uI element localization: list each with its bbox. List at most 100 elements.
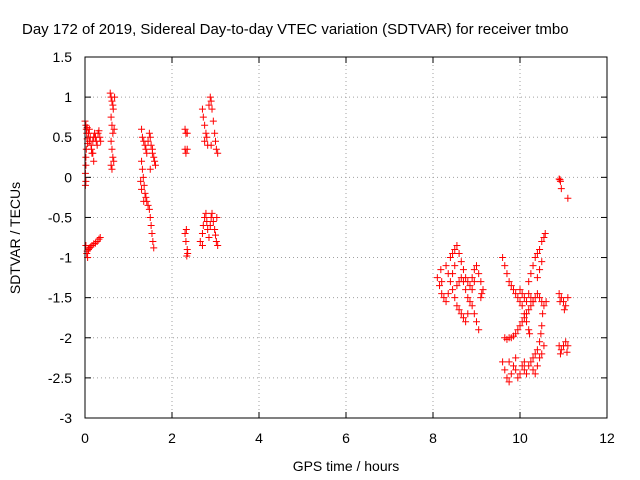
data-point bbox=[562, 338, 570, 346]
data-point bbox=[478, 290, 486, 298]
data-point bbox=[437, 266, 445, 274]
data-point bbox=[201, 213, 209, 221]
chart-title: Day 172 of 2019, Sidereal Day-to-day VTE… bbox=[22, 21, 569, 38]
data-point bbox=[533, 274, 541, 282]
data-point bbox=[542, 298, 550, 306]
data-point bbox=[151, 157, 159, 165]
data-point bbox=[84, 129, 92, 137]
data-point bbox=[479, 286, 487, 294]
data-point bbox=[523, 298, 531, 306]
data-point bbox=[525, 362, 533, 370]
data-point bbox=[525, 306, 533, 314]
data-point bbox=[82, 153, 90, 161]
data-point bbox=[529, 366, 537, 374]
data-point bbox=[462, 286, 470, 294]
data-point bbox=[214, 149, 222, 157]
data-point bbox=[523, 370, 531, 378]
x-tick-label: 0 bbox=[81, 430, 89, 446]
data-point bbox=[110, 125, 118, 133]
data-point bbox=[108, 97, 116, 105]
data-point bbox=[477, 278, 485, 286]
data-points bbox=[81, 89, 572, 386]
data-point bbox=[529, 298, 537, 306]
data-point bbox=[449, 270, 457, 278]
data-point bbox=[462, 318, 470, 326]
data-point bbox=[199, 221, 207, 229]
y-tick-label: -2 bbox=[60, 330, 73, 346]
data-point bbox=[109, 105, 117, 113]
x-tick-label: 12 bbox=[599, 430, 615, 446]
data-point bbox=[139, 173, 147, 181]
data-point bbox=[453, 282, 461, 290]
data-point bbox=[82, 161, 90, 169]
data-point bbox=[475, 270, 483, 278]
data-point bbox=[205, 234, 213, 241]
data-point bbox=[198, 105, 206, 113]
data-point bbox=[449, 286, 457, 294]
data-point bbox=[137, 177, 145, 185]
data-point bbox=[457, 274, 465, 282]
x-tick-label: 8 bbox=[429, 430, 437, 446]
data-point bbox=[468, 274, 476, 282]
data-point bbox=[211, 225, 219, 233]
data-point bbox=[203, 133, 211, 141]
data-point bbox=[89, 149, 97, 157]
data-point bbox=[527, 358, 535, 366]
data-point bbox=[520, 358, 528, 366]
data-point bbox=[539, 310, 547, 318]
data-point bbox=[538, 350, 546, 358]
data-point bbox=[557, 346, 565, 354]
data-point bbox=[150, 244, 158, 252]
data-point bbox=[523, 310, 531, 318]
data-point bbox=[108, 121, 116, 129]
data-point bbox=[477, 294, 485, 302]
data-point bbox=[212, 231, 219, 239]
data-point bbox=[466, 298, 474, 306]
data-point bbox=[536, 266, 544, 274]
data-point bbox=[147, 141, 155, 149]
grid-lines bbox=[85, 57, 607, 418]
data-point bbox=[464, 310, 472, 318]
data-point bbox=[453, 242, 461, 250]
data-point bbox=[540, 302, 548, 310]
data-point bbox=[440, 294, 448, 302]
y-tick-label: -0.5 bbox=[48, 209, 72, 225]
data-point bbox=[538, 258, 546, 266]
data-point bbox=[473, 318, 480, 326]
data-point bbox=[457, 310, 465, 318]
data-point bbox=[514, 326, 522, 334]
x-tick-label: 6 bbox=[342, 430, 350, 446]
data-point bbox=[514, 294, 522, 302]
data-point bbox=[148, 149, 156, 157]
data-point bbox=[475, 326, 483, 334]
data-point bbox=[96, 234, 104, 241]
data-point bbox=[449, 250, 457, 258]
data-point bbox=[564, 342, 572, 350]
data-point bbox=[557, 185, 565, 193]
data-point bbox=[520, 294, 528, 302]
data-point bbox=[470, 310, 478, 318]
data-point bbox=[209, 217, 217, 225]
data-point bbox=[459, 266, 467, 274]
data-point bbox=[436, 282, 444, 290]
x-tick-label: 4 bbox=[255, 430, 263, 446]
data-point bbox=[470, 266, 478, 274]
data-point bbox=[446, 278, 454, 286]
data-point bbox=[181, 125, 189, 133]
data-point bbox=[540, 342, 548, 350]
data-point bbox=[207, 97, 215, 105]
data-point bbox=[529, 262, 537, 270]
data-point bbox=[208, 105, 216, 113]
data-point bbox=[110, 157, 118, 165]
data-point bbox=[512, 290, 520, 298]
data-point bbox=[107, 113, 115, 121]
data-point bbox=[96, 133, 104, 141]
data-point bbox=[503, 374, 511, 382]
data-point bbox=[505, 378, 513, 386]
data-point bbox=[562, 302, 570, 310]
data-point bbox=[145, 205, 153, 213]
data-point bbox=[540, 234, 548, 241]
data-point bbox=[214, 242, 222, 250]
data-point bbox=[512, 330, 520, 338]
